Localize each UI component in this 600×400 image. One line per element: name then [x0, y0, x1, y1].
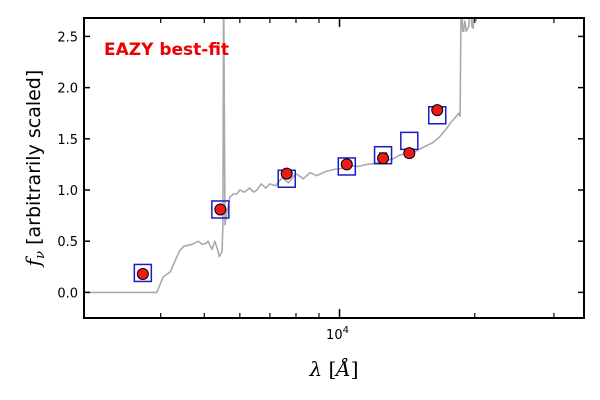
model-photometry-square — [337, 157, 357, 176]
x-tick-label: 104 — [326, 325, 349, 343]
plot-frame — [83, 17, 585, 319]
observed-photometry-point — [280, 167, 293, 180]
y-tick-label: 1.5 — [57, 133, 78, 148]
y-tick-label: 1.0 — [57, 184, 78, 199]
model-photometry-square — [211, 200, 230, 219]
observed-photometry-point — [340, 158, 353, 171]
observed-photometry-point — [403, 147, 416, 160]
model-spectrum-line — [84, 18, 477, 294]
model-photometry-square — [133, 263, 153, 283]
observed-photometry-point — [136, 267, 149, 280]
x-axis-label: λ [Å] — [308, 356, 358, 381]
observed-photometry-point — [214, 203, 227, 216]
y-tick-label: 0.5 — [57, 235, 78, 250]
y-tick-label: 2.0 — [57, 82, 78, 97]
fit-annotation: EAZY best-fit — [104, 40, 229, 60]
model-photometry-square — [400, 131, 419, 151]
y-tick-label: 0.0 — [57, 286, 78, 301]
y-tick-label: 2.5 — [57, 30, 78, 45]
observed-photometry-point — [377, 152, 390, 165]
observed-photometry-point — [431, 104, 444, 117]
y-axis-label: fν [arbitrarily scaled] — [21, 70, 48, 269]
